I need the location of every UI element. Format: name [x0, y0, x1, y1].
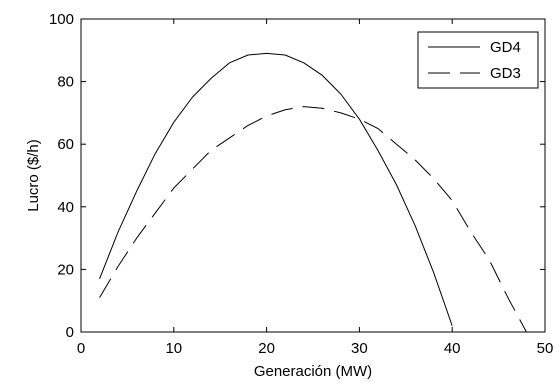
x-axis-label: Generación (MW): [254, 363, 372, 380]
legend-box: [417, 31, 539, 89]
series-layer: [99, 52, 527, 333]
y-tick-label: 80: [57, 74, 74, 91]
x-tick-label: 0: [77, 340, 85, 357]
y-tick-label: 0: [66, 324, 74, 341]
legend: GD4 GD3: [417, 31, 539, 89]
x-tick-label: 30: [351, 340, 368, 357]
y-tick-label: 20: [57, 261, 74, 278]
x-tick-label: 10: [165, 340, 182, 357]
y-axis-label: Lucro ($/h): [25, 139, 42, 212]
x-tick-label: 40: [444, 340, 461, 357]
axes-layer: 0 10 20 30 40 50 0 20 40 60 80 100: [49, 11, 553, 357]
y-tick-label: 40: [57, 199, 74, 216]
x-tick-label: 50: [537, 340, 554, 357]
legend-label-gd3: GD3: [490, 65, 521, 82]
series-line-gd3: [99, 106, 527, 333]
x-tick-label: 20: [258, 340, 275, 357]
legend-label-gd4: GD4: [490, 39, 521, 56]
y-tick-label: 60: [57, 136, 74, 153]
y-tick-label: 100: [49, 11, 74, 28]
plot-frame: [80, 18, 546, 333]
series-line-gd4: [99, 52, 453, 326]
